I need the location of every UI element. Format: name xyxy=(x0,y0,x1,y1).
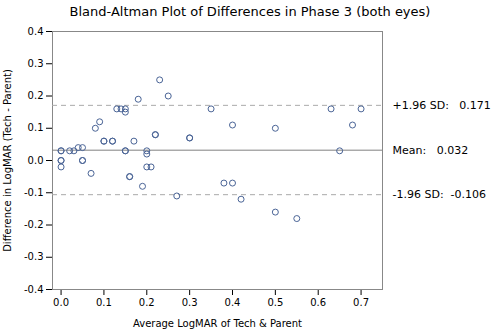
svg-text:0.1: 0.1 xyxy=(96,297,112,308)
svg-text:0.1: 0.1 xyxy=(28,122,44,133)
svg-text:0.4: 0.4 xyxy=(225,297,241,308)
svg-text:-0.4: -0.4 xyxy=(24,284,44,295)
svg-text:0.3: 0.3 xyxy=(28,58,44,69)
svg-text:0.6: 0.6 xyxy=(310,297,326,308)
svg-text:0.0: 0.0 xyxy=(28,155,44,166)
svg-text:-0.2: -0.2 xyxy=(24,219,44,230)
svg-text:0.3: 0.3 xyxy=(182,297,198,308)
svg-text:Difference in LogMAR (Tech - P: Difference in LogMAR (Tech - Parent) xyxy=(2,69,13,252)
html-text:Bland-Altman Plot of Differenc: Bland-Altman Plot of Differences in Phas… xyxy=(69,4,431,19)
svg-text:0.0: 0.0 xyxy=(53,297,69,308)
svg-text:0.5: 0.5 xyxy=(267,297,283,308)
svg-text:0.4: 0.4 xyxy=(28,26,44,37)
svg-text:Mean: 0.032: Mean: 0.032 xyxy=(393,144,469,157)
svg-text:0.2: 0.2 xyxy=(139,297,155,308)
svg-text:-0.1: -0.1 xyxy=(24,187,44,198)
svg-text:+1.96 SD: 0.171: +1.96 SD: 0.171 xyxy=(393,99,491,112)
svg-text:0.2: 0.2 xyxy=(28,90,44,101)
svg-text:-0.3: -0.3 xyxy=(24,251,44,262)
svg-text:0.7: 0.7 xyxy=(353,297,369,308)
svg-text:-1.96 SD: -0.106: -1.96 SD: -0.106 xyxy=(393,188,487,201)
svg-text:Average LogMAR of Tech & Paren: Average LogMAR of Tech & Parent xyxy=(133,318,302,329)
